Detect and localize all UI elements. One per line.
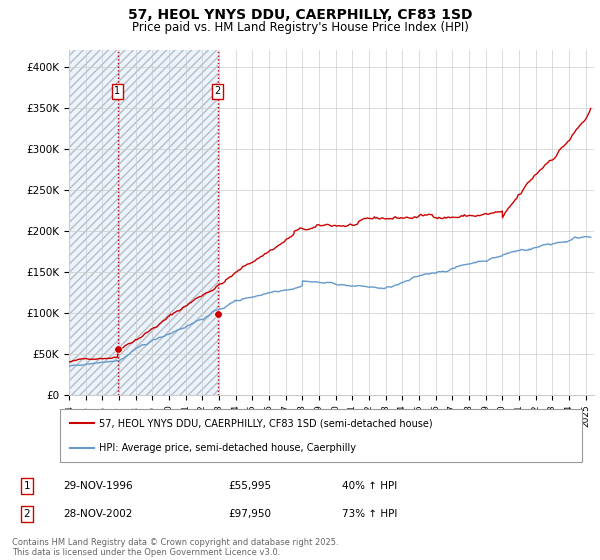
Text: 57, HEOL YNYS DDU, CAERPHILLY, CF83 1SD (semi-detached house): 57, HEOL YNYS DDU, CAERPHILLY, CF83 1SD … [99, 418, 433, 428]
Text: 40% ↑ HPI: 40% ↑ HPI [342, 481, 397, 491]
Text: 1: 1 [115, 86, 121, 96]
Bar [69, 50, 118, 395]
Text: Contains HM Land Registry data © Crown copyright and database right 2025.
This d: Contains HM Land Registry data © Crown c… [12, 538, 338, 557]
Text: 2: 2 [214, 86, 221, 96]
Bar [69, 50, 118, 395]
Bar [118, 50, 218, 395]
Text: 28-NOV-2002: 28-NOV-2002 [63, 509, 133, 519]
Text: 73% ↑ HPI: 73% ↑ HPI [342, 509, 397, 519]
Text: £97,950: £97,950 [228, 509, 271, 519]
Text: 29-NOV-1996: 29-NOV-1996 [63, 481, 133, 491]
Text: £55,995: £55,995 [228, 481, 271, 491]
Point [213, 310, 223, 319]
Text: Price paid vs. HM Land Registry's House Price Index (HPI): Price paid vs. HM Land Registry's House … [131, 21, 469, 34]
Text: HPI: Average price, semi-detached house, Caerphilly: HPI: Average price, semi-detached house,… [99, 442, 356, 452]
Text: 57, HEOL YNYS DDU, CAERPHILLY, CF83 1SD: 57, HEOL YNYS DDU, CAERPHILLY, CF83 1SD [128, 8, 472, 22]
Point [113, 344, 122, 353]
Text: 2: 2 [23, 509, 31, 519]
Text: 1: 1 [23, 481, 31, 491]
Bar [118, 50, 218, 395]
